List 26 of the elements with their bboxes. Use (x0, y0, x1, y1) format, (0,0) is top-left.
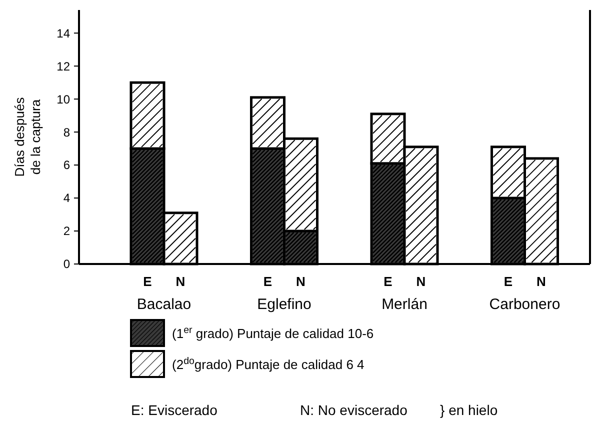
y-tick-label: 8 (63, 125, 70, 140)
x-tick-label: N (296, 274, 306, 289)
y-tick-label: 6 (63, 158, 70, 172)
x-tick-label: E (384, 274, 393, 289)
y-tick-label: 12 (56, 59, 70, 74)
x-tick-label: N (176, 274, 186, 289)
text: Bacalao (136, 296, 192, 313)
legend-label: (1$^{er}$ grado) Puntaje de calidad 10-6 (172, 324, 374, 341)
text: } en hielo (440, 402, 498, 418)
y-axis-title: Días después de la captura (12, 96, 43, 177)
y-tick-label: 10 (56, 92, 70, 106)
text: N: No eviscerado (300, 402, 408, 418)
text: E: Eviscerado (131, 402, 218, 418)
y-tick-label: 2 (63, 224, 70, 238)
x-tick-label: N (536, 274, 546, 289)
y-tick-label: 4 (63, 191, 70, 206)
x-tick-label: E (504, 274, 513, 289)
text: Carbonero (489, 296, 560, 313)
x-tick-label: N (416, 274, 426, 289)
y-tick-label: 14 (56, 26, 70, 40)
text: Merlán (382, 296, 428, 313)
text: Eglefino (257, 296, 312, 313)
x-tick-label: E (143, 274, 152, 289)
legend-label: (2$^{do}$grado) Puntaje de calidad 6 4 (172, 356, 364, 372)
y-tick-label: 0 (63, 257, 70, 272)
x-tick-label: E (263, 274, 272, 289)
